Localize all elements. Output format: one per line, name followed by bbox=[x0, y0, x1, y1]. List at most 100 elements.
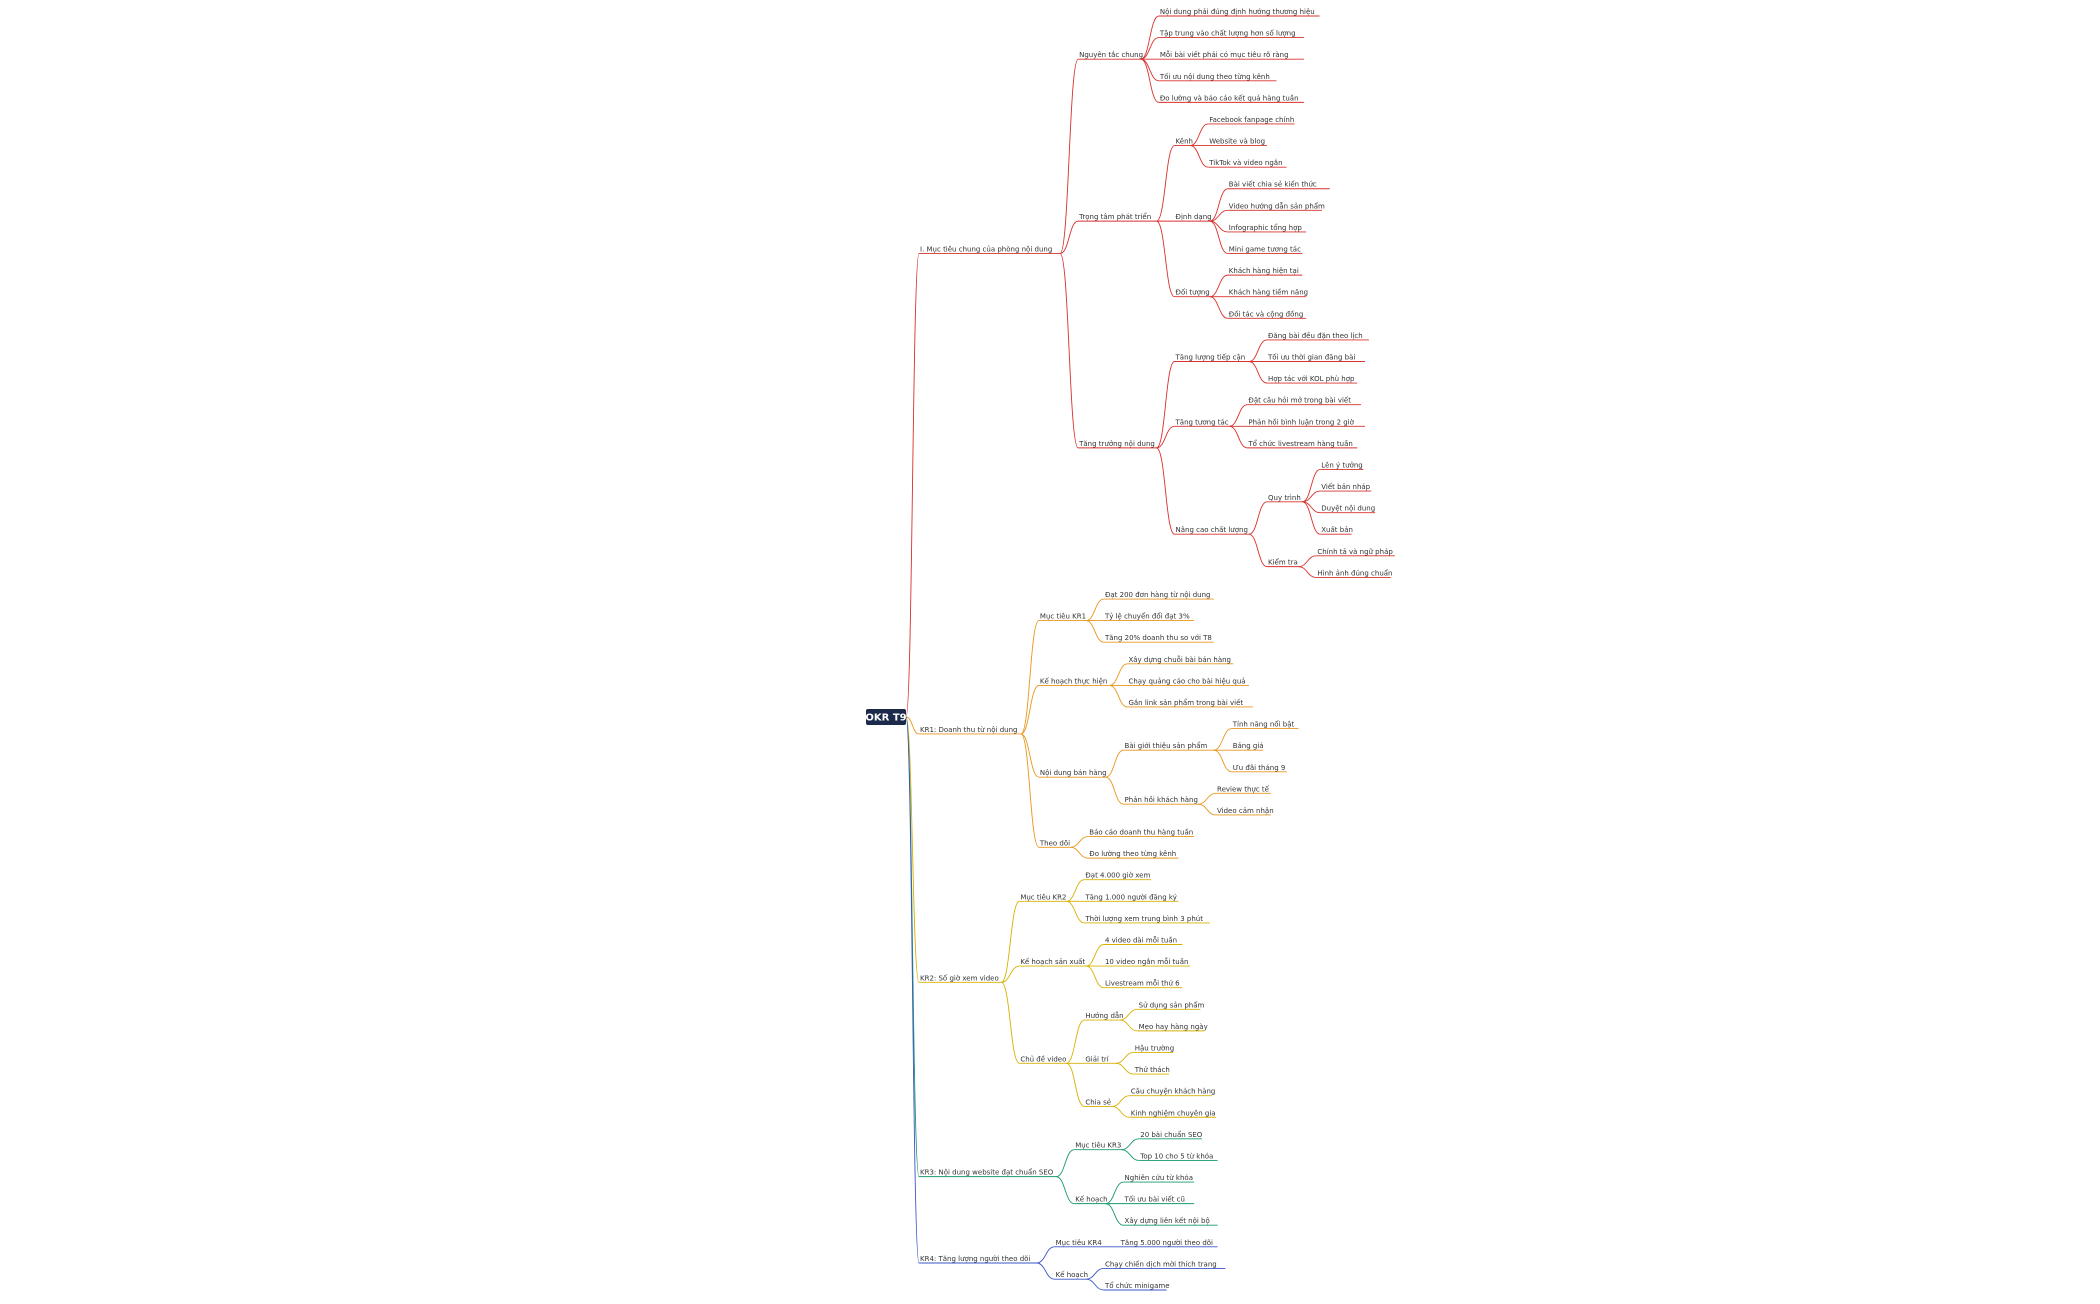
node-label: Mục tiêu KR1 bbox=[1040, 613, 1086, 621]
connector bbox=[1001, 965, 1020, 983]
connector bbox=[1298, 566, 1317, 578]
node-label: Tối ưu bài viết cũ bbox=[1124, 1196, 1185, 1204]
node-label: Kiểm tra bbox=[1268, 558, 1298, 567]
node-label: Đo lường và báo cáo kết quả hàng tuần bbox=[1160, 94, 1299, 102]
connector bbox=[1156, 447, 1175, 535]
node-label: Trọng tâm phát triển bbox=[1078, 212, 1151, 221]
connector bbox=[1248, 339, 1268, 362]
connector bbox=[905, 716, 920, 735]
node-label: KR2: Số giờ xem video bbox=[920, 974, 999, 982]
connector bbox=[1105, 1181, 1124, 1205]
node-label: Phản hồi khách hàng bbox=[1125, 796, 1198, 804]
connector bbox=[1066, 1062, 1085, 1107]
connector bbox=[1156, 220, 1175, 298]
node-label: Thời lượng xem trung bình 3 phút bbox=[1084, 915, 1203, 923]
node-label: Lên ý tưởng bbox=[1321, 461, 1362, 469]
node-label: Hình ảnh đúng chuẩn bbox=[1317, 568, 1392, 577]
connector bbox=[1109, 663, 1128, 686]
node-label: Tăng 1.000 người đăng ký bbox=[1084, 893, 1177, 901]
node-label: Website và blog bbox=[1209, 138, 1265, 146]
node-label: Tối ưu nội dung theo từng kênh bbox=[1159, 73, 1270, 81]
connector bbox=[1020, 733, 1040, 778]
node-label: Thử thách bbox=[1134, 1066, 1170, 1074]
connector bbox=[1209, 274, 1228, 298]
connector bbox=[1109, 684, 1128, 708]
connector bbox=[1302, 469, 1321, 503]
node-label: Khách hàng tiềm năng bbox=[1229, 289, 1308, 297]
connector bbox=[1119, 1019, 1138, 1032]
node-label: Ưu đãi tháng 9 bbox=[1233, 764, 1286, 772]
connector bbox=[1229, 425, 1248, 449]
connector bbox=[1000, 900, 1020, 983]
connector bbox=[905, 716, 920, 1178]
node-label: Kinh nghiệm chuyên gia bbox=[1131, 1109, 1216, 1117]
node-label: Tối ưu thời gian đăng bài bbox=[1267, 353, 1355, 361]
node-label: Đo lường theo từng kênh bbox=[1089, 850, 1176, 858]
connector bbox=[1115, 1052, 1134, 1064]
connector bbox=[1213, 728, 1232, 751]
connector bbox=[1140, 37, 1159, 60]
node-label: Giải trí bbox=[1085, 1055, 1109, 1063]
connector bbox=[1111, 1095, 1130, 1107]
connector bbox=[1085, 944, 1105, 967]
connector bbox=[1121, 1138, 1140, 1151]
node-label: Review thực tế bbox=[1217, 785, 1270, 793]
connector bbox=[1115, 1062, 1134, 1075]
node-label: Tăng tương tác bbox=[1175, 418, 1229, 426]
connector bbox=[1156, 425, 1175, 449]
node-label: Mẹo hay hàng ngày bbox=[1139, 1023, 1208, 1031]
node-label: Bảng giá bbox=[1233, 742, 1264, 750]
connector bbox=[1056, 1176, 1075, 1205]
node-label: Kế hoạch bbox=[1056, 1271, 1088, 1279]
connector bbox=[1302, 490, 1321, 503]
connector bbox=[1111, 1106, 1130, 1118]
node-label: Bài viết chia sẻ kiến thức bbox=[1229, 181, 1317, 189]
connector bbox=[1209, 209, 1228, 222]
node-label: Chính tả và ngữ pháp bbox=[1317, 548, 1393, 556]
node-label: Kế hoạch bbox=[1075, 1196, 1107, 1204]
node-label: Mini game tương tác bbox=[1229, 246, 1301, 254]
node-label: Theo dõi bbox=[1039, 839, 1070, 847]
node-label: Chạy quảng cáo cho bài hiệu quả bbox=[1128, 677, 1245, 685]
connector bbox=[1156, 145, 1175, 222]
connector bbox=[1197, 792, 1217, 805]
connector bbox=[1105, 776, 1124, 805]
connector bbox=[1190, 123, 1209, 147]
node-label: KR3: Nội dung website đạt chuẩn SEO bbox=[920, 1168, 1054, 1177]
connector bbox=[1059, 253, 1079, 449]
connector bbox=[1209, 296, 1228, 319]
node-label: Kế hoạch sản xuất bbox=[1020, 958, 1085, 966]
connector bbox=[1085, 598, 1105, 622]
node-label: Đạt 200 đơn hàng từ nội dung bbox=[1105, 591, 1211, 599]
root-label: OKR T9 bbox=[865, 713, 906, 724]
connector bbox=[1248, 501, 1268, 535]
node-label: Mỗi bài viết phải có mục tiêu rõ ràng bbox=[1160, 50, 1289, 59]
node-label: Nguyên tắc chung bbox=[1079, 50, 1143, 59]
node-label: Bài giới thiệu sản phẩm bbox=[1125, 741, 1208, 750]
node-label: Top 10 cho 5 từ khóa bbox=[1139, 1152, 1213, 1160]
node-label: Báo cáo doanh thu hàng tuần bbox=[1089, 829, 1193, 837]
node-label: KR1: Doanh thu từ nội dung bbox=[920, 726, 1017, 734]
connector bbox=[1209, 220, 1228, 254]
node-label: Kênh bbox=[1176, 138, 1193, 146]
node-label: Duyệt nội dung bbox=[1321, 505, 1375, 513]
node-label: Tập trung vào chất lượng hơn số lượng bbox=[1159, 30, 1296, 38]
node-label: Nâng cao chất lượng bbox=[1176, 526, 1248, 534]
connector bbox=[905, 716, 920, 983]
node-label: Tăng 20% doanh thu so với T8 bbox=[1104, 634, 1212, 642]
connector bbox=[1156, 361, 1175, 449]
connector bbox=[1197, 803, 1217, 816]
node-label: Đạt 4.000 giờ xem bbox=[1085, 872, 1150, 880]
connector bbox=[1105, 1203, 1124, 1226]
connector bbox=[1085, 1267, 1105, 1280]
connector bbox=[1020, 620, 1040, 735]
node-label: 20 bài chuẩn SEO bbox=[1140, 1130, 1203, 1139]
connector bbox=[1302, 501, 1321, 535]
node-label: Tăng 5.000 người theo dõi bbox=[1120, 1239, 1213, 1247]
node-label: Viết bản nháp bbox=[1321, 483, 1370, 491]
connector bbox=[905, 716, 920, 1264]
node-label: Tỷ lệ chuyển đổi đạt 3% bbox=[1104, 612, 1190, 621]
node-label: Infographic tổng hợp bbox=[1229, 223, 1303, 232]
node-label: Hợp tác với KOL phù hợp bbox=[1268, 375, 1355, 383]
